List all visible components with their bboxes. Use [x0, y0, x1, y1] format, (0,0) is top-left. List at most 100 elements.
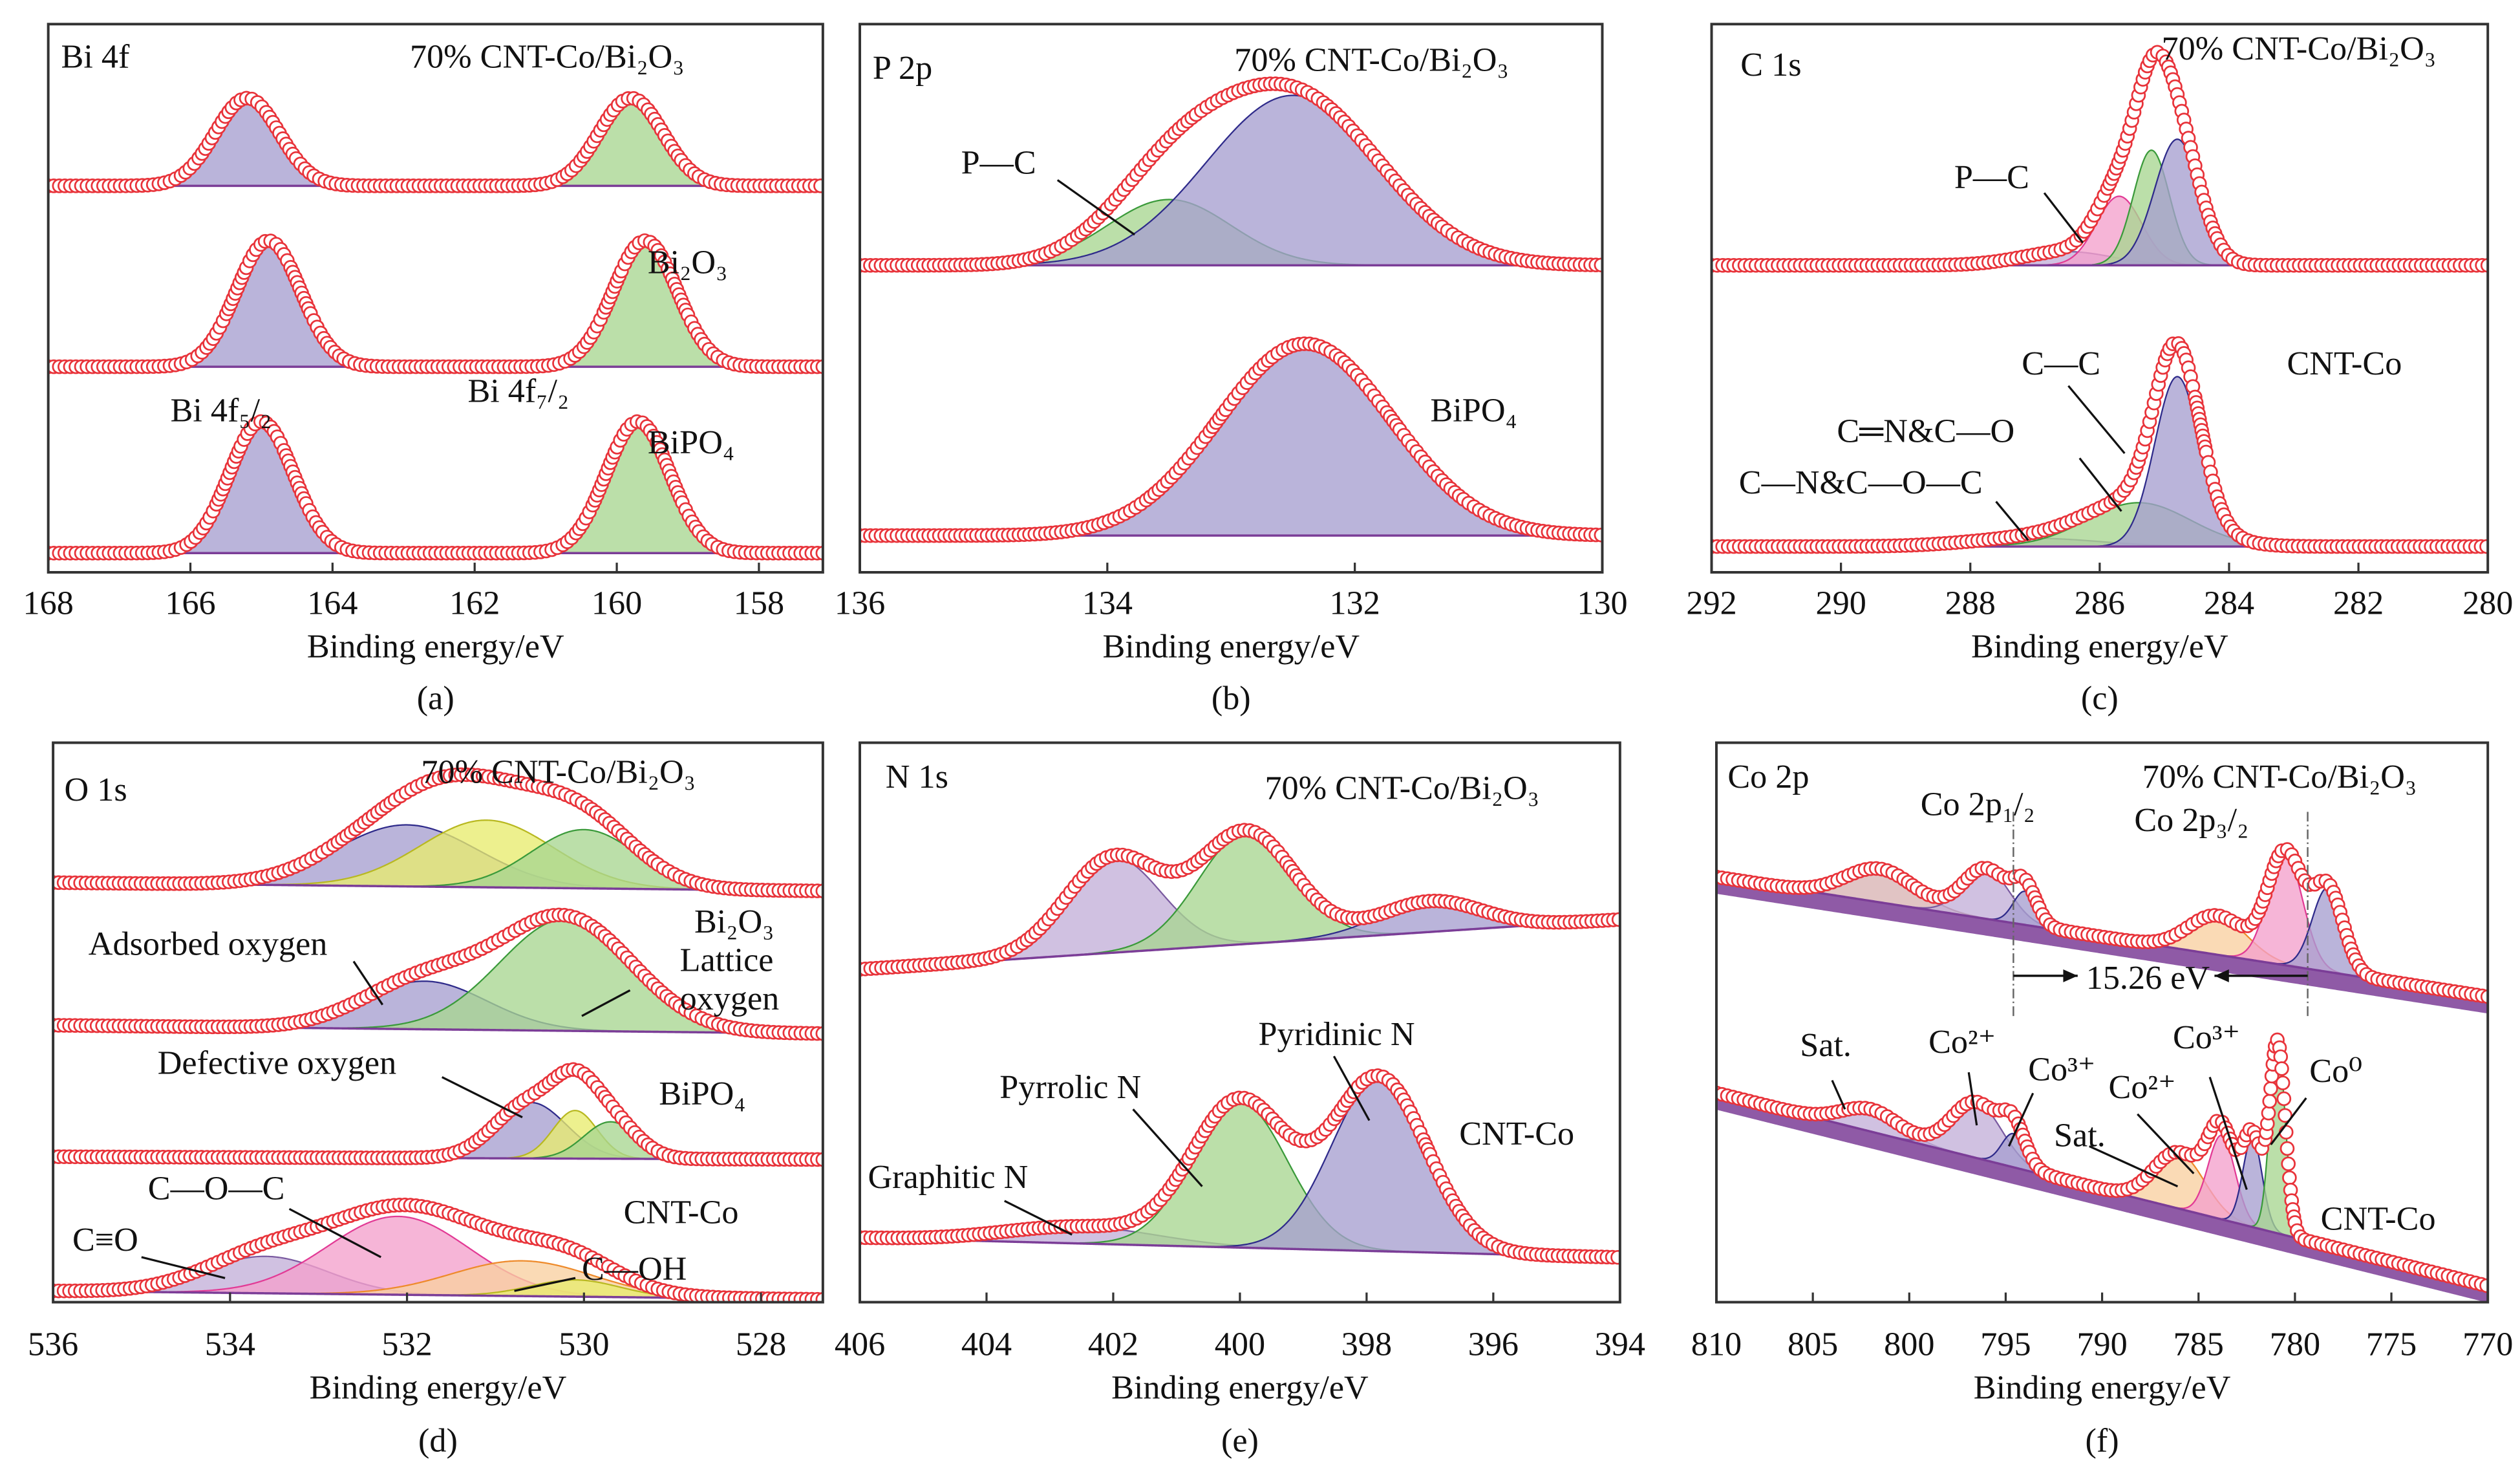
leader-line — [2208, 1077, 2248, 1191]
panel-f: 810 805 800 795 790 785 780 775 770 Binding energ… — [1691, 741, 2513, 1460]
annotation-label: Pyridinic N — [1259, 1015, 1415, 1053]
annotation-label: C—O—C — [148, 1169, 285, 1207]
data-point-marker — [813, 178, 823, 193]
plot-area — [1716, 842, 2488, 1302]
annotation-label: Bi₂O₃ — [694, 903, 774, 940]
data-point-marker — [2278, 1108, 2292, 1123]
spectrum — [1716, 1032, 2488, 1302]
data-point-marker — [2274, 1061, 2289, 1076]
x-tick-label: 406 — [835, 1326, 885, 1363]
background-band — [1716, 1093, 2488, 1302]
data-point-marker — [2480, 989, 2488, 1004]
leader-line — [352, 960, 384, 1006]
annotation-label: Bi₂O₃ — [648, 244, 727, 281]
data-point-marker — [815, 1152, 823, 1167]
fit-component-peak — [503, 97, 760, 187]
annotation-label: Co⁰ — [2309, 1052, 2362, 1090]
annotation-label: Co²⁺ — [2109, 1068, 2176, 1106]
x-tick-label: 534 — [205, 1326, 255, 1363]
leader-line — [441, 1076, 523, 1119]
x-tick-label: 134 — [1082, 585, 1133, 622]
x-tick-label: 166 — [165, 585, 215, 622]
x-tick-label: 770 — [2462, 1326, 2513, 1363]
fit-component-peak — [517, 240, 774, 368]
annotation-label: BiPO₄ — [659, 1075, 745, 1112]
x-axis-label: Binding energy/eV — [1111, 1369, 1369, 1407]
annotation-label: CNT-Co — [1459, 1115, 1574, 1152]
spectrum — [860, 336, 1603, 543]
x-tick-label: 136 — [835, 585, 885, 622]
arrowhead-left-icon — [2214, 969, 2229, 982]
annotation-label: C—C — [2022, 345, 2100, 382]
x-tick-label: 396 — [1468, 1326, 1519, 1363]
spectrum — [48, 414, 823, 561]
x-tick-label: 532 — [381, 1326, 432, 1363]
spectrum — [1716, 842, 2488, 1014]
fit-component-peak — [134, 420, 390, 554]
spectrum — [48, 233, 823, 374]
data-point-marker — [2261, 1105, 2276, 1121]
x-tick-label: 280 — [2462, 585, 2513, 622]
leader-line — [288, 1207, 381, 1258]
annotation-label: Co 2p₁/₂ — [1921, 785, 2035, 823]
annotation-label: oxygen — [680, 980, 780, 1017]
panel-caption: (c) — [2081, 679, 2119, 717]
annotation-label: Co 2p — [1727, 758, 1809, 795]
x-tick-label: 292 — [1686, 585, 1736, 622]
annotation-label: Adsorbed oxygen — [89, 925, 328, 963]
spectrum — [53, 1062, 823, 1167]
annotation-label: Co²⁺ — [1928, 1023, 1996, 1061]
panel-caption: (f) — [2086, 1422, 2119, 1460]
annotation-label: CNT-Co — [2321, 1200, 2436, 1238]
panel-d: 536 534 532 530 528 Binding energy/eV (d) O 1s 7… — [28, 741, 824, 1460]
x-tick-label: 282 — [2333, 585, 2384, 622]
x-tick-label: 284 — [2204, 585, 2254, 622]
annotation-label: BiPO₄ — [1431, 391, 1517, 429]
annotation-label: Sat. — [1800, 1026, 1852, 1064]
annotation-label: Bi 4f₅/₂ — [171, 391, 272, 429]
x-tick-label: 775 — [2366, 1326, 2417, 1363]
panel-b: 136 134 132 130 Binding energy/eV (b) P 2p 70% … — [835, 23, 1628, 717]
data-point-marker — [2480, 257, 2488, 273]
leader-line — [1332, 1055, 1371, 1121]
leader-line — [141, 1256, 226, 1279]
plot-frame — [859, 23, 1604, 574]
annotation-label: BiPO₄ — [648, 424, 734, 461]
spectrum — [1711, 336, 2488, 554]
annotation-label: CNT-Co — [624, 1194, 739, 1231]
data-point-marker — [2282, 1170, 2297, 1185]
panel-caption: (b) — [1212, 679, 1251, 717]
annotation-label: Bi 4f — [61, 38, 130, 75]
annotation-label: Defective oxygen — [158, 1044, 397, 1082]
annotation-label: Graphitic N — [868, 1158, 1028, 1196]
annotation-label: C═N&C—O — [1837, 413, 2014, 450]
data-point-marker — [815, 1026, 823, 1041]
leader-line — [2007, 1092, 2034, 1147]
annotation-label: O 1s — [65, 771, 127, 808]
x-tick-label: 785 — [2173, 1326, 2224, 1363]
fit-component-peak — [946, 94, 1603, 266]
annotation-label: Lattice — [680, 941, 774, 978]
x-tick-label: 162 — [449, 585, 500, 622]
x-tick-label: 790 — [2077, 1326, 2127, 1363]
x-tick-label: 795 — [1980, 1326, 2031, 1363]
data-point-marker — [2263, 1081, 2278, 1096]
data-point-marker — [815, 1291, 823, 1302]
annotation-label: C—N&C—O—C — [1739, 464, 1983, 501]
data-point-marker — [815, 545, 823, 561]
plot-area — [860, 823, 1620, 1265]
panel-e: 406 404 402 400 398 396 394 Binding energy/eV (e… — [835, 741, 1645, 1460]
plot-area — [1711, 45, 2488, 554]
annotation-label: P 2p — [873, 49, 932, 87]
x-tick-label: 288 — [1945, 585, 1996, 622]
spectrum — [48, 91, 823, 193]
annotation-label: C 1s — [1740, 46, 1801, 83]
annotation-label: P—C — [961, 144, 1036, 181]
leader-line — [2270, 1097, 2307, 1145]
leader-line — [2078, 457, 2122, 512]
annotation-label: P—C — [1954, 158, 2029, 196]
arrowhead-right-icon — [2063, 969, 2078, 982]
annotation-label: N 1s — [886, 758, 948, 795]
leader-line — [1831, 1079, 1846, 1110]
